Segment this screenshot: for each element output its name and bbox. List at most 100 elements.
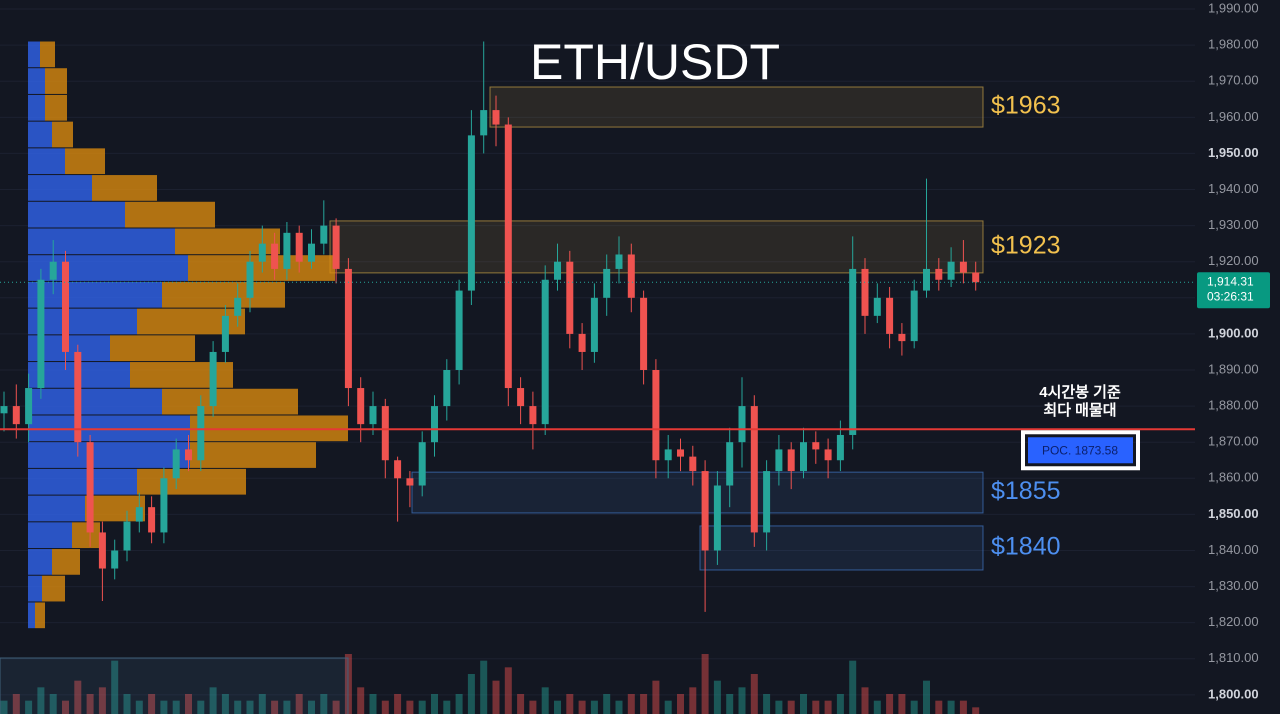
zone: [329, 220, 984, 274]
candle-body: [111, 550, 119, 569]
candle-body: [12, 406, 20, 425]
volume-bar: [701, 654, 709, 714]
candle-body: [185, 449, 192, 461]
volume-bar: [492, 680, 500, 714]
candle-body: [221, 315, 229, 352]
volume-bar: [25, 700, 33, 714]
candle-body: [467, 135, 475, 291]
volume-bar: [12, 694, 20, 714]
volume-bar: [640, 694, 648, 714]
volume-bar: [74, 680, 82, 714]
volume-bar: [689, 687, 697, 714]
volume-bar: [898, 694, 906, 714]
candle-body: [554, 261, 561, 280]
profile-sell: [162, 281, 285, 308]
volume-bar: [271, 700, 279, 714]
candle-body: [541, 279, 549, 425]
volume-bar: [295, 694, 303, 714]
candle-body: [578, 333, 586, 352]
volume-bar: [246, 700, 254, 714]
candle-body: [923, 268, 930, 291]
profile-buy: [28, 308, 137, 335]
profile-range-box: [0, 657, 349, 714]
volume-bar: [935, 700, 943, 714]
candle-body: [800, 442, 807, 472]
candle-body: [898, 333, 906, 342]
profile-sell: [137, 468, 246, 495]
candle-body: [910, 290, 918, 342]
profile-buy: [28, 201, 125, 228]
candle-body: [529, 406, 537, 425]
candle-body: [62, 261, 69, 352]
volume-bar: [418, 700, 426, 714]
candle-body: [197, 406, 205, 461]
poc-box-border: [1021, 430, 1140, 471]
candle-body: [517, 388, 525, 407]
volume-bar: [775, 700, 783, 714]
volume-bar: [221, 694, 229, 714]
profile-sell: [130, 362, 233, 388]
candle-body: [812, 442, 820, 450]
profile-buy: [28, 228, 175, 255]
zone: [489, 86, 984, 128]
candle-body: [566, 261, 574, 334]
profile-buy: [28, 121, 52, 148]
y-tick-label: 1,960.00: [1208, 109, 1259, 124]
candle-body: [615, 254, 623, 269]
price-axis: 1,800.00 1,810.00 1,820.00 1,830.00 1,840.00…: [1195, 0, 1280, 714]
candle-body: [603, 268, 611, 298]
profile-sell: [85, 495, 145, 522]
volume-bar: [603, 694, 611, 714]
profile-sell: [35, 602, 45, 629]
candle-body: [652, 369, 660, 461]
candle-body: [357, 388, 365, 425]
volume-bar: [258, 694, 266, 714]
candle-body: [701, 471, 709, 551]
candle-body: [861, 268, 869, 316]
candle-body: [504, 124, 512, 389]
profile-buy: [28, 468, 137, 495]
volume-bar: [455, 694, 463, 714]
candle-body: [873, 297, 881, 316]
profile-buy: [28, 148, 65, 175]
countdown: 03:26:31: [1207, 289, 1254, 303]
candle-body: [713, 485, 721, 551]
candle-body: [590, 297, 598, 352]
axis-background: [1195, 0, 1280, 714]
volume-bar: [209, 687, 217, 714]
volume-bar: [529, 700, 537, 714]
volume-bar: [554, 700, 561, 714]
candle-body: [135, 507, 143, 522]
profile-sell: [45, 94, 67, 121]
volume-bar: [652, 680, 660, 714]
y-tick-label: 1,840.00: [1208, 542, 1259, 557]
volume-bar: [750, 674, 758, 714]
candle-body: [74, 351, 82, 443]
candle-body: [283, 232, 291, 269]
volume-bar: [541, 687, 549, 714]
candle-body: [258, 243, 266, 262]
volume-bar: [480, 660, 488, 714]
profile-sell: [125, 201, 215, 228]
profile-buy: [28, 68, 45, 94]
volume-bar: [800, 694, 807, 714]
volume-bar: [0, 700, 8, 714]
y-tick-label: 1,940.00: [1208, 181, 1259, 196]
y-tick-label: 1,930.00: [1208, 217, 1259, 232]
profile-sell: [65, 148, 105, 175]
poc-label: POC. 1873.58: [1042, 443, 1118, 457]
volume-bar: [972, 707, 980, 714]
zone: [699, 525, 984, 571]
volume-bar: [37, 687, 45, 714]
candle-body: [320, 225, 328, 244]
volume-bar: [197, 700, 205, 714]
candle-body: [308, 243, 315, 262]
profile-buy: [28, 522, 72, 549]
candle-body: [25, 388, 33, 425]
zone-label: $1840: [991, 533, 1061, 561]
volume-bar: [959, 700, 967, 714]
candle-body: [935, 268, 943, 280]
volume-bar: [861, 687, 869, 714]
profile-buy: [28, 94, 45, 121]
